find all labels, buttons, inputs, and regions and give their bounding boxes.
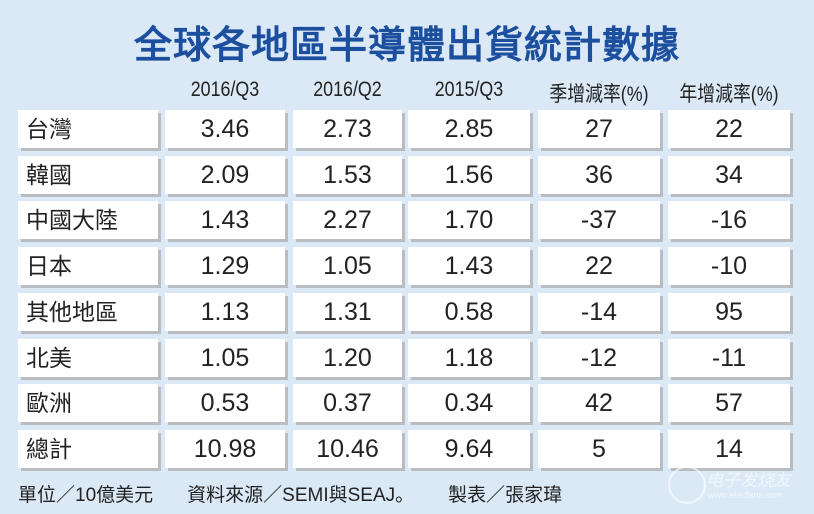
table-cell: 1.18: [408, 338, 530, 377]
table-cell: 1.43: [165, 201, 285, 240]
row-label: 中國大陸: [18, 201, 158, 240]
column-header: 2016/Q2: [313, 78, 382, 101]
table-cell: 22: [668, 110, 790, 148]
table-cell: 9.64: [408, 429, 530, 468]
watermark-name: 电子发烧友: [706, 471, 791, 490]
row-label: 台灣: [18, 110, 158, 148]
table-cell: 0.37: [293, 384, 402, 423]
column-header: 2016/Q3: [190, 78, 260, 101]
logo-circle-icon: [668, 466, 706, 504]
table-cell: 2.27: [293, 201, 402, 240]
column-header: 季增減率(%): [549, 83, 649, 106]
table-cell: 36: [538, 155, 660, 194]
table-cell: 2.73: [293, 110, 402, 148]
table-cell: 1.70: [408, 201, 530, 240]
table-cell: 10.46: [293, 429, 402, 468]
table-cell: -11: [668, 338, 790, 377]
table-cell: 42: [538, 384, 660, 423]
table-cell: 1.20: [293, 338, 402, 377]
table-cell: 1.13: [165, 292, 285, 331]
table-cell: -12: [538, 338, 660, 377]
table-cell: 95: [668, 292, 790, 331]
table-cell: -14: [538, 292, 660, 331]
unit-note: 單位／10億美元: [18, 485, 154, 506]
watermark-url: www.elecfans.com: [708, 490, 783, 500]
table-cell: 1.53: [293, 155, 402, 194]
table-cell: 0.34: [408, 384, 530, 423]
footer: 單位／10億美元 資料來源／SEMI與SEAJ。 製表／張家瑋: [18, 480, 596, 507]
row-label: 歐洲: [18, 384, 158, 423]
column-header: 年增減率(%): [679, 83, 779, 106]
table-cell: 57: [668, 384, 790, 423]
column-header: 2015/Q3: [434, 78, 504, 101]
row-label: 總計: [18, 429, 158, 468]
row-label: 北美: [18, 338, 158, 377]
row-label: 日本: [18, 247, 158, 286]
table-cell: 22: [538, 247, 660, 286]
table-cell: 0.53: [165, 384, 285, 423]
source-note: 資料來源／SEMI與SEAJ。: [187, 485, 415, 506]
table-cell: 27: [538, 110, 660, 148]
table-cell: 2.85: [408, 110, 530, 148]
table-cell: 1.56: [408, 155, 530, 194]
table-cell: 2.09: [165, 155, 285, 194]
table-cell: 1.05: [165, 338, 285, 377]
table-cell: 0.58: [408, 292, 530, 331]
row-label: 韓國: [18, 155, 158, 194]
table-cell: 3.46: [165, 110, 285, 148]
table-cell: -16: [668, 201, 790, 240]
table-cell: 10.98: [165, 429, 285, 468]
author-note: 製表／張家瑋: [448, 485, 563, 506]
table-cell: 1.43: [408, 247, 530, 286]
table-cell: 34: [668, 155, 790, 194]
table-cell: -37: [538, 201, 660, 240]
row-label: 其他地區: [18, 292, 158, 331]
table-cell: 1.31: [293, 292, 402, 331]
table-cell: 5: [538, 429, 660, 468]
page-title: 全球各地區半導體出貨統計數據: [133, 25, 680, 67]
table-cell: 1.29: [165, 247, 285, 286]
table-cell: 14: [668, 429, 790, 468]
table-cell: -10: [668, 247, 790, 286]
table-cell: 1.05: [293, 247, 402, 286]
